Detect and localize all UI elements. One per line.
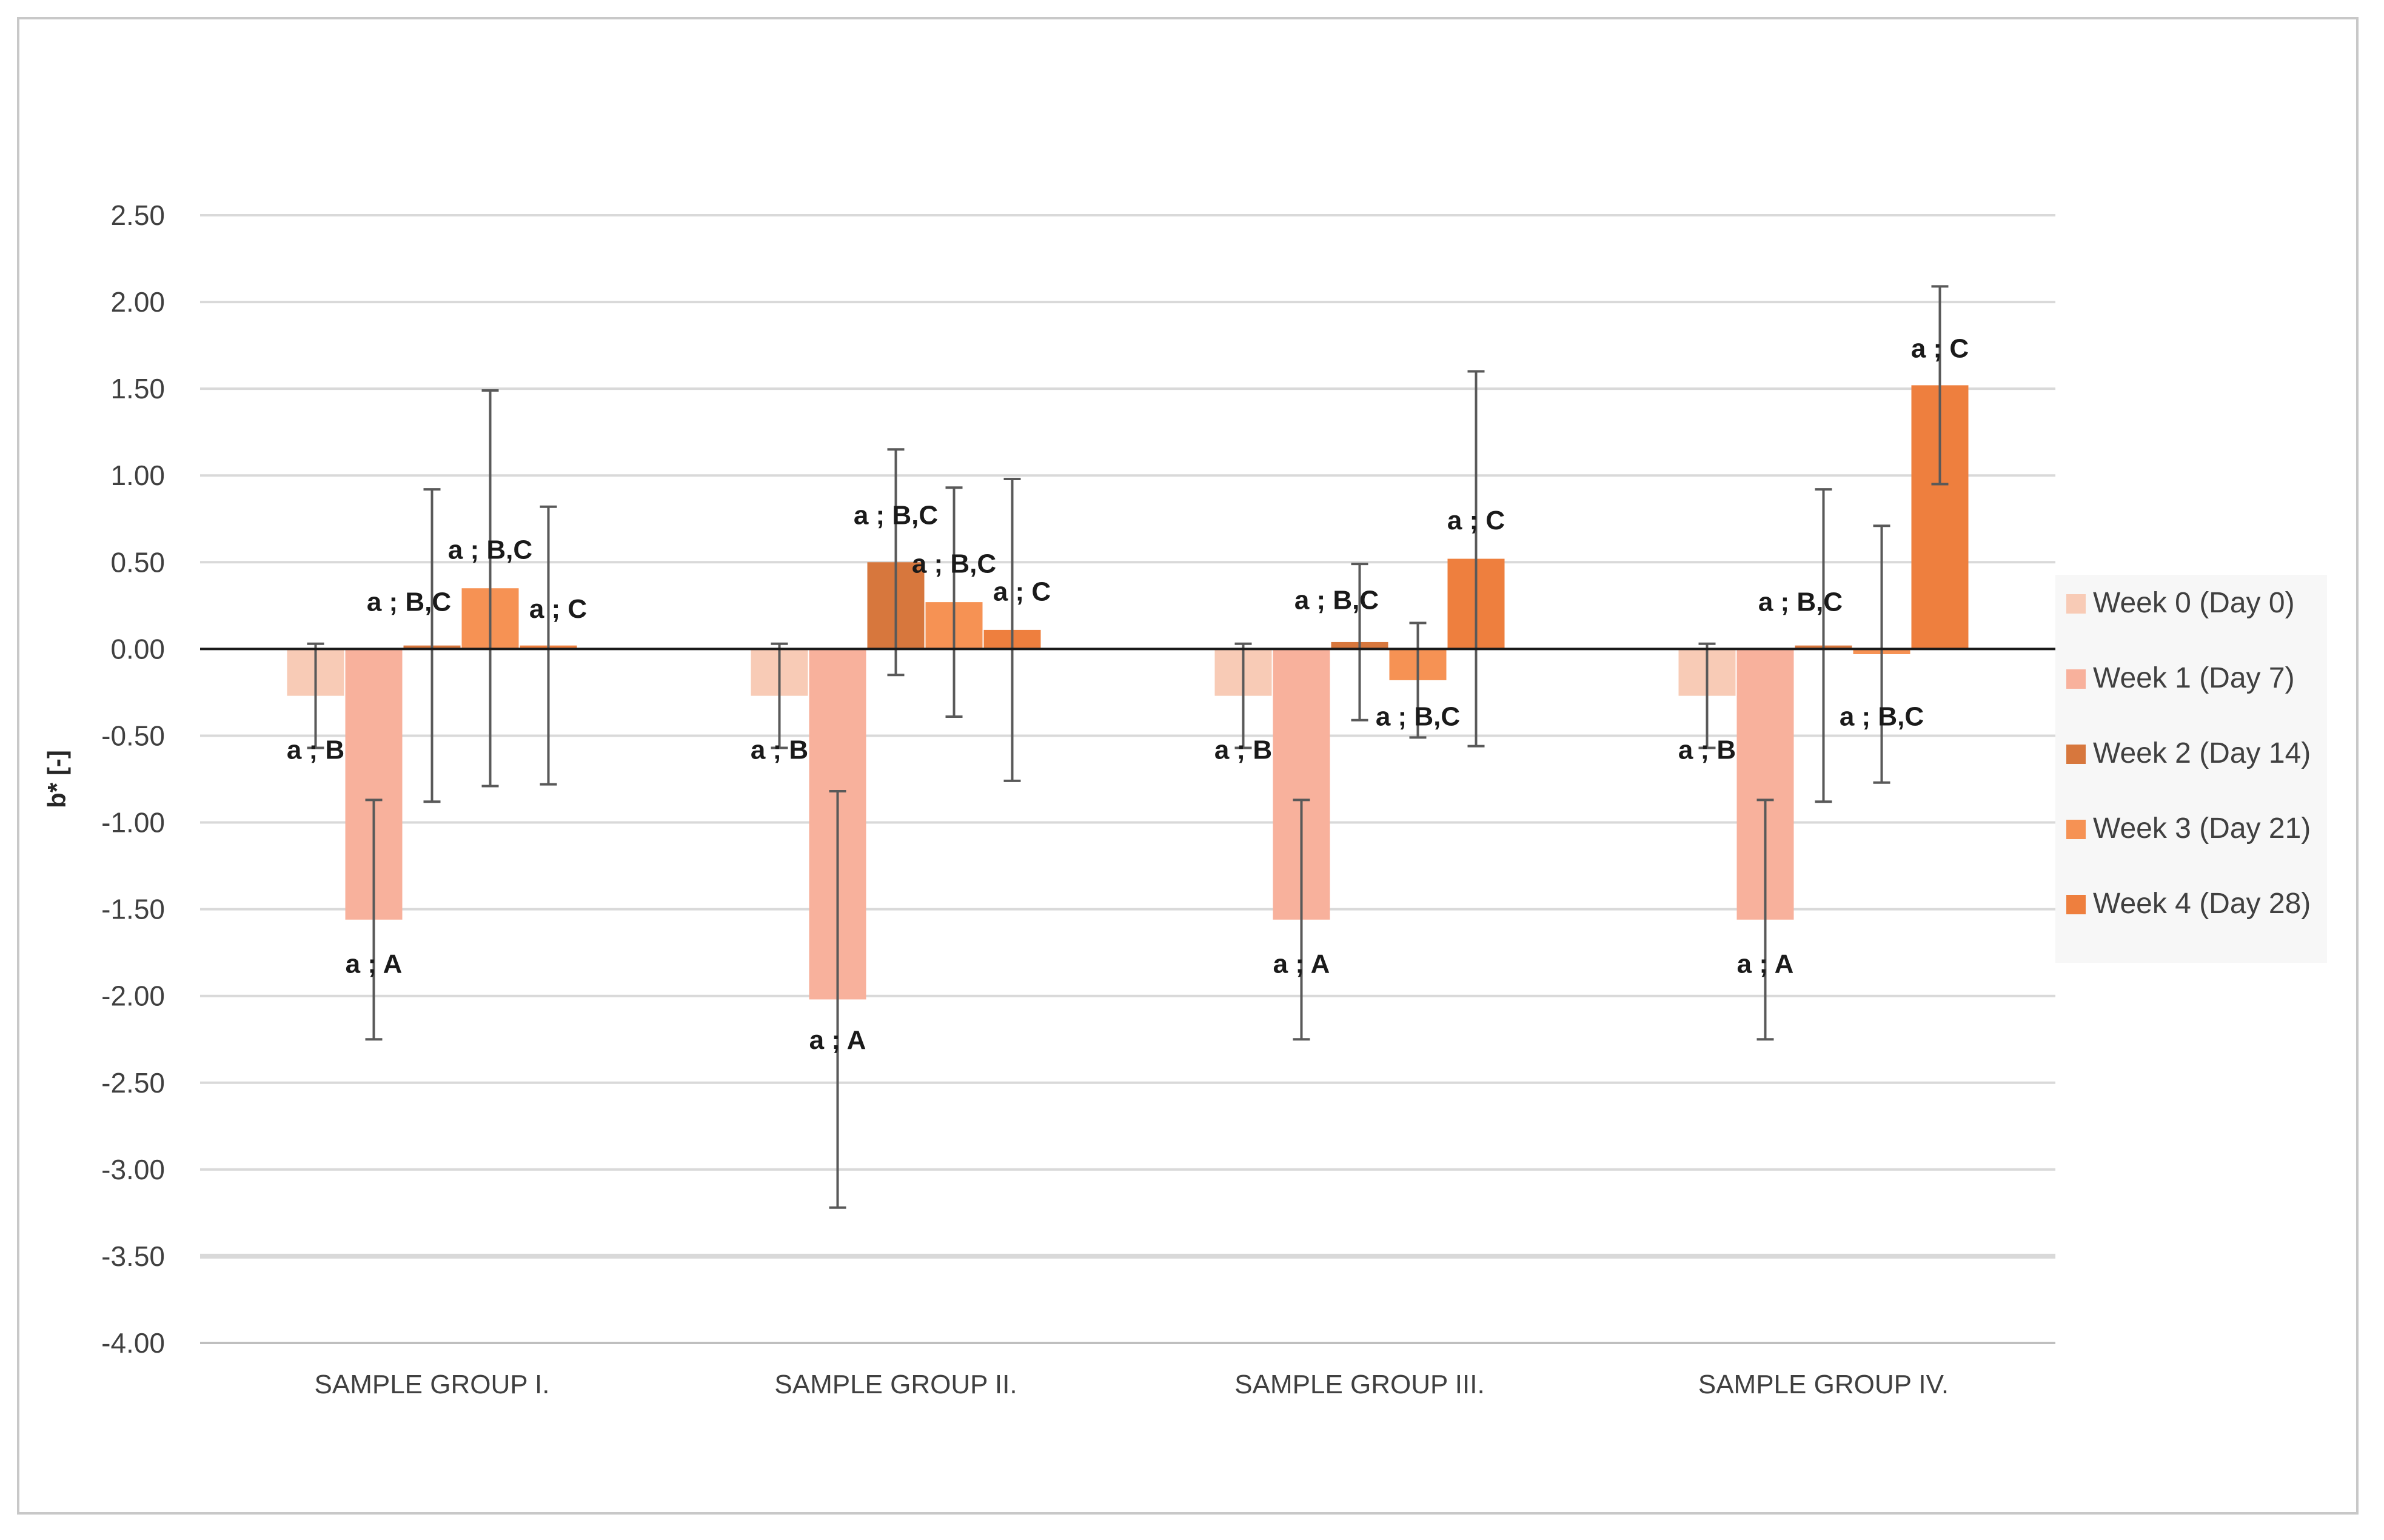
data-label: a ; B,C (1758, 587, 1843, 617)
chart-frame (17, 17, 2359, 1515)
y-tick-label: 0.50 (110, 546, 165, 578)
y-axis-label: b* [-] (42, 750, 71, 808)
y-tick-label: -2.50 (101, 1067, 165, 1099)
legend-label: Week 3 (Day 21) (2093, 812, 2311, 845)
data-label: a ; B (1214, 735, 1272, 765)
y-tick-label: -4.00 (101, 1327, 165, 1359)
legend-label: Week 4 (Day 28) (2093, 888, 2311, 920)
y-tick-label: -3.50 (101, 1240, 165, 1272)
data-label: a ; A (1273, 949, 1330, 979)
data-label: a ; A (809, 1025, 866, 1055)
data-label: a ; C (1447, 506, 1505, 535)
data-label: a ; B (287, 735, 344, 765)
y-tick-label: 2.00 (110, 286, 165, 318)
y-tick-label: 1.50 (110, 373, 165, 404)
data-label: a ; C (993, 577, 1051, 606)
legend-box (2055, 575, 2327, 963)
legend-label: Week 2 (Day 14) (2093, 737, 2311, 769)
x-category-label: SAMPLE GROUP III. (1234, 1370, 1484, 1399)
legend-swatch (2066, 594, 2086, 614)
data-label: a ; C (529, 594, 587, 624)
y-tick-label: -3.00 (101, 1154, 165, 1185)
data-label: a ; B,C (854, 500, 938, 530)
legend-swatch (2066, 745, 2086, 764)
y-tick-label: -2.00 (101, 980, 165, 1012)
data-label: a ; B,C (367, 587, 451, 617)
data-label: a ; B,C (1840, 701, 1924, 731)
data-label: a ; A (1737, 949, 1794, 979)
y-tick-label: -0.50 (101, 720, 165, 751)
x-category-label: SAMPLE GROUP I. (315, 1370, 550, 1399)
legend-label: Week 1 (Day 7) (2093, 662, 2295, 694)
y-tick-label: 2.50 (110, 199, 165, 231)
y-tick-label: 1.00 (110, 460, 165, 491)
legend-swatch (2066, 820, 2086, 839)
data-label: a ; B,C (1376, 701, 1460, 731)
data-label: a ; B (751, 735, 808, 765)
legend-swatch (2066, 669, 2086, 689)
y-tick-label: -1.50 (101, 894, 165, 925)
x-category-label: SAMPLE GROUP II. (774, 1370, 1017, 1399)
data-label: a ; C (1911, 334, 1969, 364)
y-tick-label: -1.00 (101, 807, 165, 839)
x-category-label: SAMPLE GROUP IV. (1698, 1370, 1949, 1399)
y-tick-label: 0.00 (110, 633, 165, 665)
legend-label: Week 0 (Day 0) (2093, 587, 2295, 619)
data-label: a ; A (346, 949, 403, 979)
data-label: a ; B (1678, 735, 1736, 765)
data-label: a ; B,C (1294, 586, 1379, 615)
data-label: a ; B,C (912, 549, 996, 578)
data-label: a ; B,C (448, 535, 532, 565)
legend-swatch (2066, 895, 2086, 914)
